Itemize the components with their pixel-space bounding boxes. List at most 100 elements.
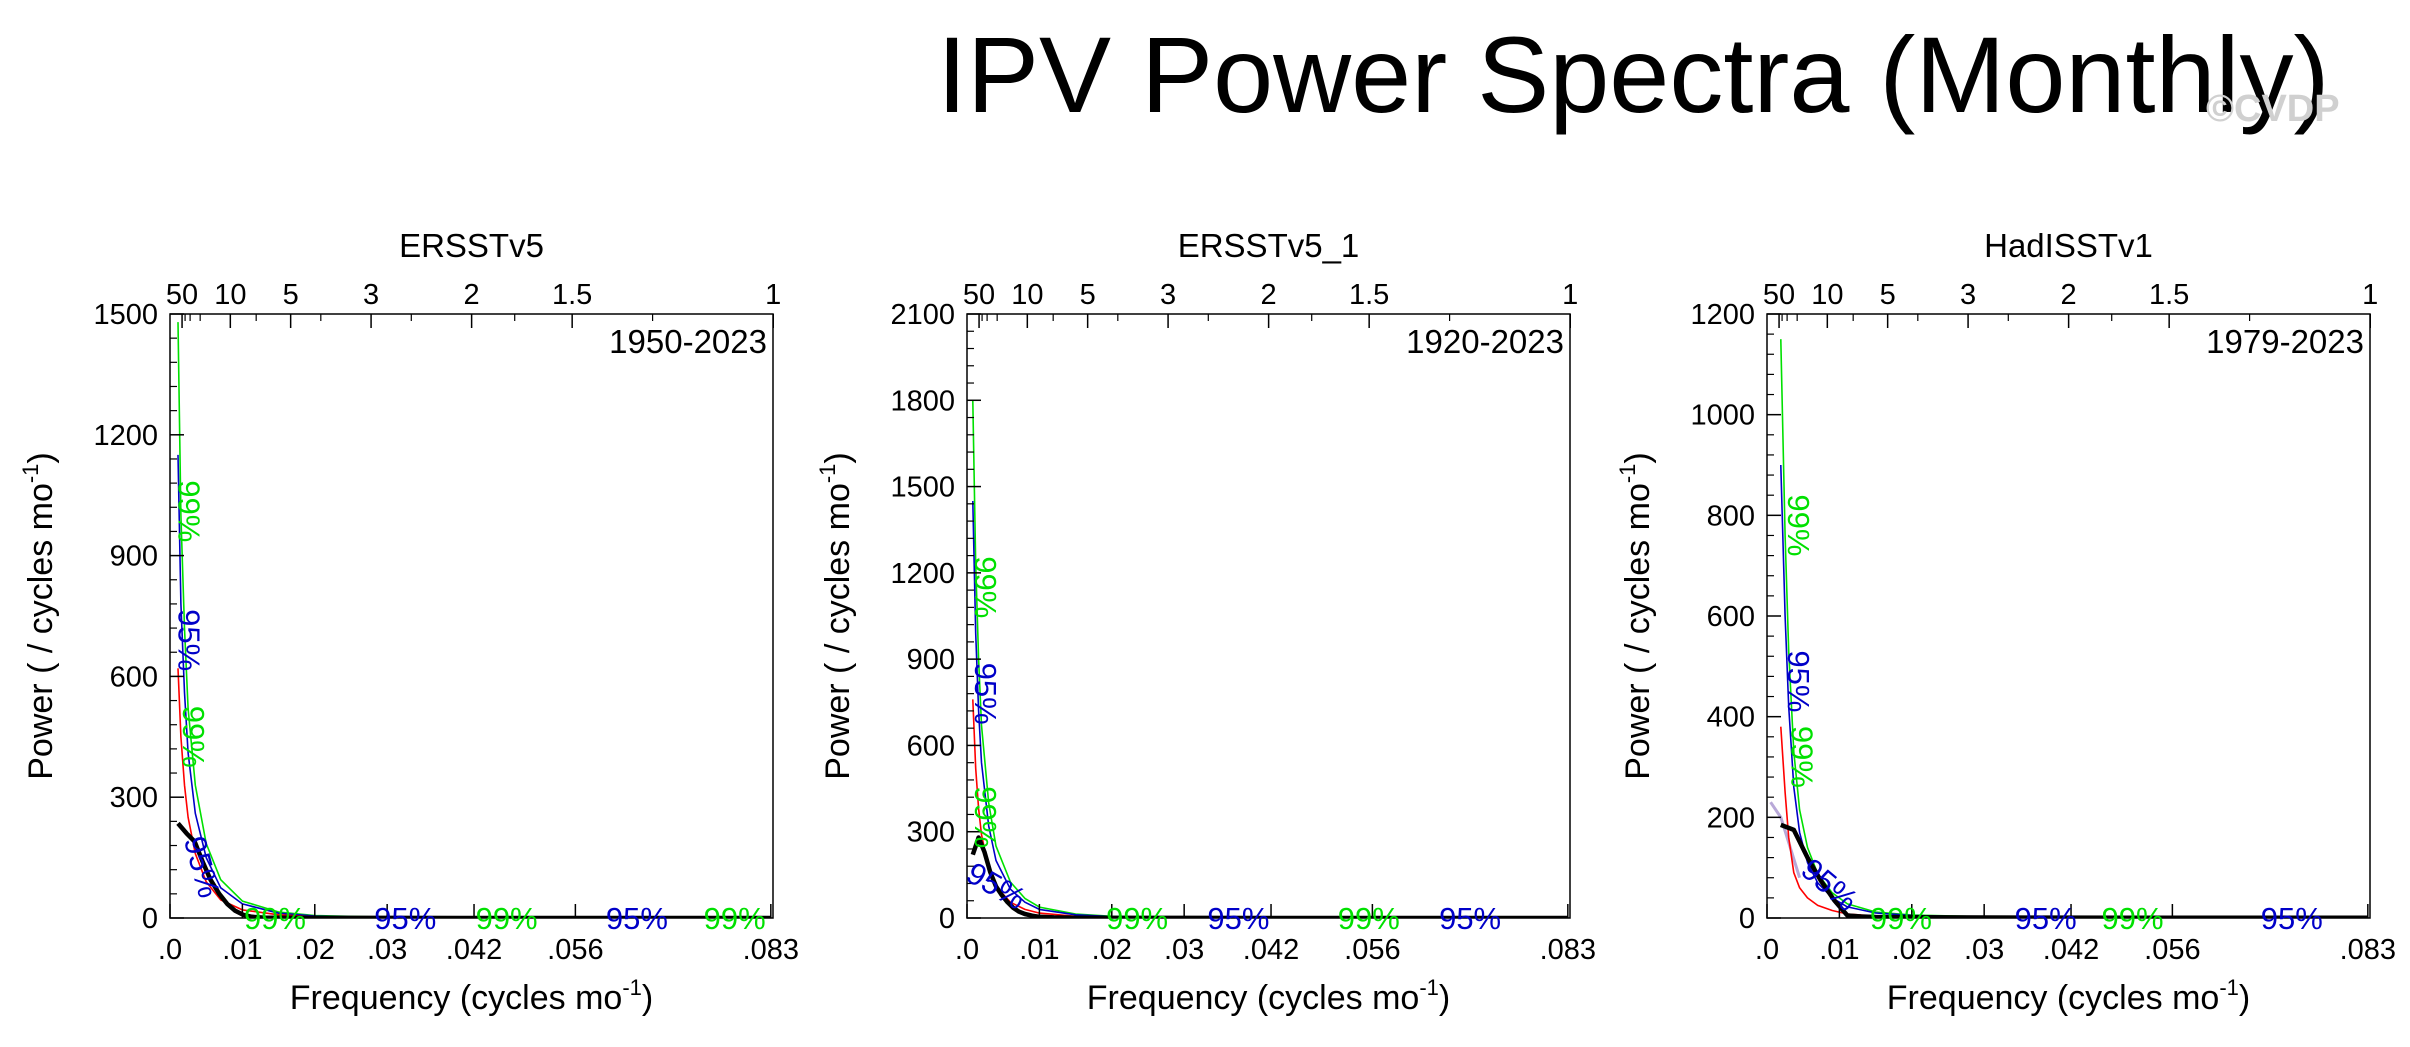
y-tick-label: 300 — [907, 817, 955, 849]
y-tick-label: 600 — [110, 661, 158, 693]
top-period-label: 2 — [464, 279, 480, 311]
series-ci99-line — [177, 322, 771, 918]
y-axis-label: Power ( / cycles mo-1) — [815, 452, 857, 780]
x-axis-label: Frequency (cycles mo-1) — [1087, 975, 1450, 1017]
x-tick-label: .02 — [1892, 934, 1932, 966]
top-period-label: 1.5 — [552, 279, 592, 311]
y-tick-label: 0 — [142, 903, 158, 935]
x-tick-label: .02 — [295, 934, 335, 966]
top-period-label: 10 — [214, 279, 246, 311]
page-title: IPV Power Spectra (Monthly) — [937, 14, 2330, 135]
series-ci95-line — [1780, 464, 2368, 918]
y-tick-label: 1200 — [93, 420, 158, 452]
y-tick-label: 600 — [907, 730, 955, 762]
significance-label: 99% — [476, 901, 538, 936]
x-tick-label: .083 — [1540, 934, 1596, 966]
x-tick-label: .03 — [1164, 934, 1204, 966]
y-tick-label: 300 — [110, 782, 158, 814]
significance-label: 99% — [2102, 901, 2164, 936]
panel-1: 0 300 600 900 1200 1500 .0 .01 .02 .03 .042 .056 .08… — [18, 227, 799, 1017]
top-period-label: 10 — [1811, 279, 1843, 311]
y-tick-label: 1800 — [890, 385, 955, 417]
y-tick-label: 2100 — [890, 299, 955, 331]
significance-label: 99% — [704, 901, 766, 936]
top-period-label: 50 — [963, 279, 995, 311]
x-tick-label: .01 — [222, 934, 262, 966]
series-ci99-line — [972, 400, 1568, 918]
top-period-label: 3 — [1960, 279, 1976, 311]
plot-frame — [966, 313, 1571, 919]
y-axis-label: Power ( / cycles mo-1) — [1615, 452, 1657, 780]
y-tick-label: 1200 — [890, 558, 955, 590]
y-tick-label: 900 — [110, 541, 158, 573]
significance-label: 95% — [172, 609, 207, 671]
significance-label: 99% — [1870, 901, 1932, 936]
top-period-label: 1.5 — [1349, 279, 1389, 311]
x-axis-label: Frequency (cycles mo-1) — [1887, 975, 2250, 1017]
series-red-noise-line — [972, 699, 1568, 918]
panel-title: ERSSTv5_1 — [1178, 227, 1360, 264]
top-period-label: 1 — [1562, 279, 1578, 311]
top-period-label: 50 — [166, 279, 198, 311]
date-range-label: 1950-2023 — [609, 323, 767, 360]
x-tick-label: .042 — [446, 934, 502, 966]
series-ci95-line — [972, 500, 1568, 918]
significance-label: 95% — [1207, 901, 1269, 936]
top-period-label: 50 — [1763, 279, 1795, 311]
top-period-label: 2 — [2061, 279, 2077, 311]
x-tick-label: .056 — [547, 934, 603, 966]
top-period-label: 5 — [1080, 279, 1096, 311]
title-area: IPV Power Spectra (Monthly) ©CVDP — [0, 0, 2410, 140]
significance-label: 99% — [176, 706, 211, 768]
series-red-noise-line — [1780, 726, 2368, 918]
x-tick-label: .0 — [158, 934, 182, 966]
significance-label: 95% — [2015, 901, 2077, 936]
significance-label: 99% — [1338, 901, 1400, 936]
series-red-noise-line — [177, 668, 771, 918]
series-spectrum-line — [176, 821, 771, 918]
x-tick-label: .0 — [955, 934, 979, 966]
y-tick-label: 400 — [1707, 702, 1755, 734]
x-tick-label: .01 — [1019, 934, 1059, 966]
x-tick-label: .0 — [1755, 934, 1779, 966]
y-tick-label: 1200 — [1690, 299, 1755, 331]
x-axis-label: Frequency (cycles mo-1) — [290, 975, 653, 1017]
panel-2: 0 300 600 900 1200 1500 1800 2100 .0 .01 .02 .03 .04… — [815, 227, 1596, 1017]
x-tick-label: .083 — [743, 934, 799, 966]
significance-label: 95% — [1439, 901, 1501, 936]
significance-label: 99% — [968, 556, 1003, 618]
top-period-label: 3 — [1160, 279, 1176, 311]
date-range-label: 1979-2023 — [2206, 323, 2364, 360]
date-range-label: 1920-2023 — [1406, 323, 1564, 360]
cvdp-watermark: ©CVDP — [2206, 88, 2340, 130]
significance-label: 95% — [606, 901, 668, 936]
top-period-label: 10 — [1011, 279, 1043, 311]
top-period-label: 3 — [363, 279, 379, 311]
top-period-label: 1 — [2362, 279, 2378, 311]
panel-3: 0 200 400 600 800 1000 1200 .0 .01 .02 .03 .042 .056… — [1615, 227, 2396, 1017]
x-tick-label: .03 — [367, 934, 407, 966]
top-period-label: 1 — [765, 279, 781, 311]
plot-frame — [1766, 313, 2371, 919]
y-tick-label: 0 — [1739, 903, 1755, 935]
panel-title: ERSSTv5 — [399, 227, 544, 264]
x-tick-label: .02 — [1092, 934, 1132, 966]
top-period-label: 5 — [1880, 279, 1896, 311]
series-thin-blue-line — [1769, 801, 1802, 879]
y-tick-label: 0 — [939, 903, 955, 935]
x-tick-label: .042 — [1243, 934, 1299, 966]
y-tick-label: 800 — [1707, 500, 1755, 532]
x-tick-label: .03 — [1964, 934, 2004, 966]
significance-label: 99% — [1781, 494, 1816, 556]
significance-label: 95% — [1781, 650, 1816, 712]
plot-frame — [169, 313, 774, 919]
series-ci95-line — [177, 454, 771, 918]
x-tick-label: .056 — [1344, 934, 1400, 966]
y-tick-label: 1500 — [890, 472, 955, 504]
significance-label: 95% — [374, 901, 436, 936]
significance-label: 99% — [244, 901, 306, 936]
top-period-label: 5 — [283, 279, 299, 311]
panel-title: HadISSTv1 — [1984, 227, 2153, 264]
significance-label: 99% — [1785, 726, 1820, 788]
